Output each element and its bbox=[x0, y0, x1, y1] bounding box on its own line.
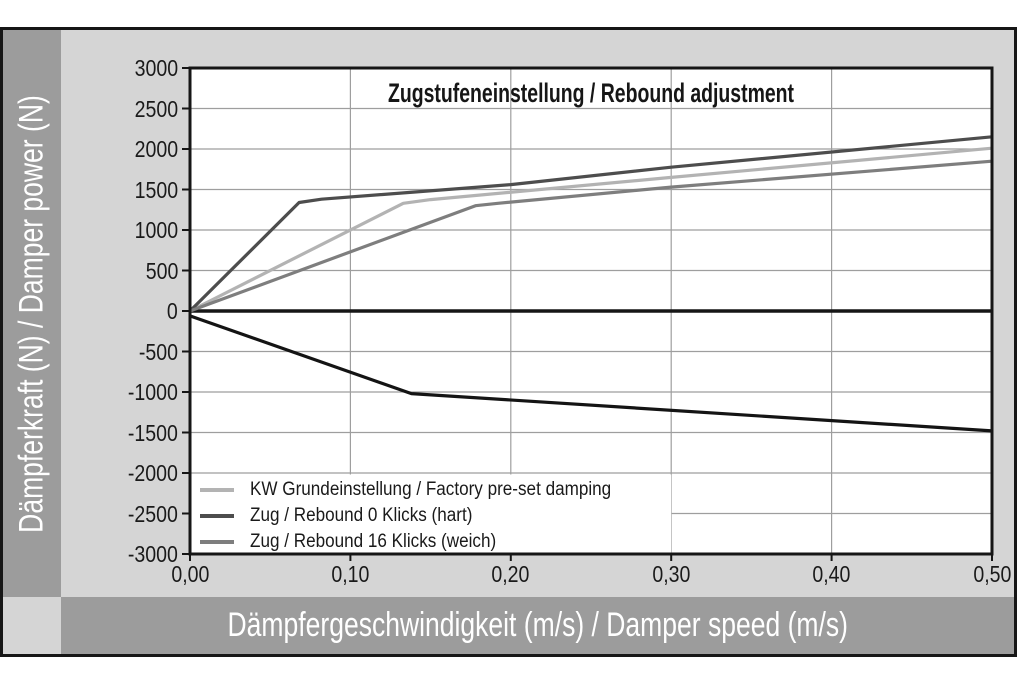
y-tick-label: -1500 bbox=[127, 419, 178, 446]
legend-label: Zug / Rebound 16 Klicks (weich) bbox=[250, 531, 497, 552]
legend-line-swatch bbox=[200, 540, 234, 544]
y-axis-band-label: Dämpferkraft (N) / Damper power (N) bbox=[12, 94, 51, 533]
series-line-factory-preset bbox=[189, 146, 993, 313]
y-tick-label: -500 bbox=[138, 338, 178, 365]
x-tick-label: 0,10 bbox=[331, 561, 370, 587]
legend-line-swatch bbox=[200, 514, 234, 518]
series-line-rebound-16-klicks-weich bbox=[189, 159, 993, 313]
y-tick-label: -2500 bbox=[127, 500, 178, 527]
legend-line-swatch bbox=[200, 488, 234, 492]
x-tick-label: 0,50 bbox=[972, 561, 1012, 587]
series-line-compression-curve-unlabeled bbox=[189, 314, 993, 433]
legend-backdrop bbox=[191, 474, 672, 553]
x-tick-label: 0,20 bbox=[491, 561, 530, 587]
x-axis-band-label: Dämpfergeschwindigkeit (m/s) / Damper sp… bbox=[227, 606, 848, 644]
legend-label: KW Grundeinstellung / Factory pre-set da… bbox=[250, 479, 612, 500]
y-tick-label: 2000 bbox=[134, 136, 178, 162]
y-tick-label: -1000 bbox=[127, 379, 178, 405]
y-tick-label: 1500 bbox=[134, 176, 178, 203]
x-tick-label: 0,40 bbox=[812, 561, 851, 587]
y-axis-band: Dämpferkraft (N) / Damper power (N) bbox=[3, 30, 61, 597]
y-tick-label: -2000 bbox=[127, 460, 178, 486]
x-tick-label: 0,30 bbox=[652, 561, 691, 587]
chart-plot-area bbox=[182, 66, 994, 561]
plot-border bbox=[188, 66, 994, 556]
x-tick-label: 0,00 bbox=[170, 561, 210, 587]
y-tick-label: -3000 bbox=[127, 541, 178, 567]
chart-legend: KW Grundeinstellung / Factory pre-set da… bbox=[200, 477, 640, 555]
y-tick-label: 1000 bbox=[134, 217, 178, 243]
legend-item-rebound-0-klicks-hart: Zug / Rebound 0 Klicks (hart) bbox=[200, 503, 640, 529]
y-tick-label: 0 bbox=[167, 298, 178, 324]
y-tick-label: 3000 bbox=[134, 55, 178, 81]
x-axis-band: Dämpfergeschwindigkeit (m/s) / Damper sp… bbox=[61, 597, 1014, 654]
legend-item-factory-preset: KW Grundeinstellung / Factory pre-set da… bbox=[200, 477, 640, 503]
y-tick-label: 500 bbox=[145, 257, 178, 284]
series-line-rebound-0-klicks-hart bbox=[188, 135, 993, 313]
legend-item-rebound-16-klicks-weich: Zug / Rebound 16 Klicks (weich) bbox=[200, 529, 640, 555]
legend-label: Zug / Rebound 0 Klicks (hart) bbox=[250, 505, 473, 526]
chart-title: Zugstufeneinstellung / Rebound adjustmen… bbox=[387, 78, 795, 108]
y-tick-label: 2500 bbox=[134, 95, 178, 122]
